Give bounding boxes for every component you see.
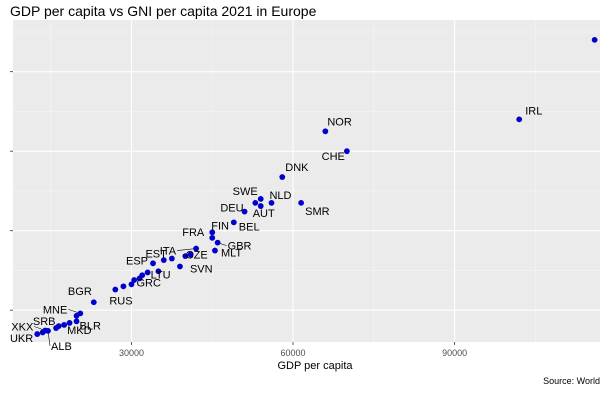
data-point [150,260,156,267]
x-tick-label: 30000 [119,348,144,358]
data-point [53,325,59,331]
point-label-bgr: BGR [68,286,92,298]
data-point [39,329,46,336]
point-label-smr: SMR [305,206,330,218]
data-point [257,195,264,202]
data-point [66,320,73,326]
point-label-svn: SVN [190,263,213,275]
point-label-fin: FIN [211,220,229,232]
data-points [34,36,598,337]
point-label-ita: ITA [160,246,177,258]
data-point [187,251,194,258]
point-label-est: EST [145,249,167,261]
point-label-gbr: GBR [228,241,252,253]
point-label-dnk: DNK [285,162,309,174]
data-point [120,283,127,290]
data-point [193,245,200,252]
point-label-fra: FRA [182,227,205,239]
point-label-mkd: MKD [67,325,92,337]
plot-panel [13,20,600,342]
point-label-grc: GRC [136,277,161,289]
data-point [112,286,119,293]
data-point [241,208,248,215]
x-tick-label: 90000 [442,348,467,358]
point-label-ukr: UKR [10,333,33,345]
data-point [34,331,41,337]
data-point [230,219,237,226]
data-point [322,128,329,135]
data-point [177,263,183,270]
data-point [73,318,80,325]
point-label-nor: NOR [327,116,352,128]
point-label-esp: ESP [126,255,148,267]
data-point [136,275,143,282]
data-point [131,277,138,283]
data-point [155,268,162,275]
data-point [279,174,286,180]
point-labels: IRL NOR CHE DNK SWE NLD DEU AUT SMR BEL FIN FRA GBR I… [10,105,542,352]
data-point [516,116,523,123]
data-point [90,299,97,306]
point-label-mlt: MLT [221,248,242,260]
point-label-bel: BEL [239,221,260,233]
point-label-rus: RUS [109,296,132,308]
data-point [128,281,135,288]
point-label-xkx: XKX [11,321,34,333]
point-label-deu: DEU [220,203,243,215]
data-point [343,148,350,155]
source-caption: Source: World [543,376,600,386]
data-point [252,199,259,206]
minor-gridlines [13,20,600,342]
x-axis-label: GDP per capita [277,360,353,372]
data-point [214,239,221,246]
data-point [182,253,189,260]
leader-line [177,248,197,251]
data-point [209,229,216,236]
data-point [591,36,598,43]
data-point [209,234,216,241]
chart-title: GDP per capita vs GNI per capita 2021 in… [10,3,317,19]
axis-ticks: 30000 60000 90000 [10,71,467,358]
data-point [144,269,151,276]
data-point [160,257,167,264]
major-gridlines [13,20,600,342]
point-label-ltu: LTU [151,269,171,281]
data-point [298,199,305,206]
data-point [168,255,175,262]
point-label-cze: CZE [186,250,208,262]
data-point [61,322,68,328]
point-label-irl: IRL [525,105,542,117]
x-tick-label: 60000 [281,348,306,358]
point-label-swe: SWE [233,186,258,198]
point-label-nld: NLD [269,190,291,202]
point-label-blr: BLR [80,320,101,332]
point-label-aut: AUT [253,208,275,220]
data-point [268,199,275,206]
point-label-alb: ALB [51,341,72,353]
point-label-mne: MNE [43,304,67,316]
data-point [257,203,264,209]
data-point [73,312,80,319]
data-point [212,247,218,254]
point-label-srb: SRB [33,316,56,328]
data-point [45,327,51,334]
point-label-che: CHE [322,151,345,163]
